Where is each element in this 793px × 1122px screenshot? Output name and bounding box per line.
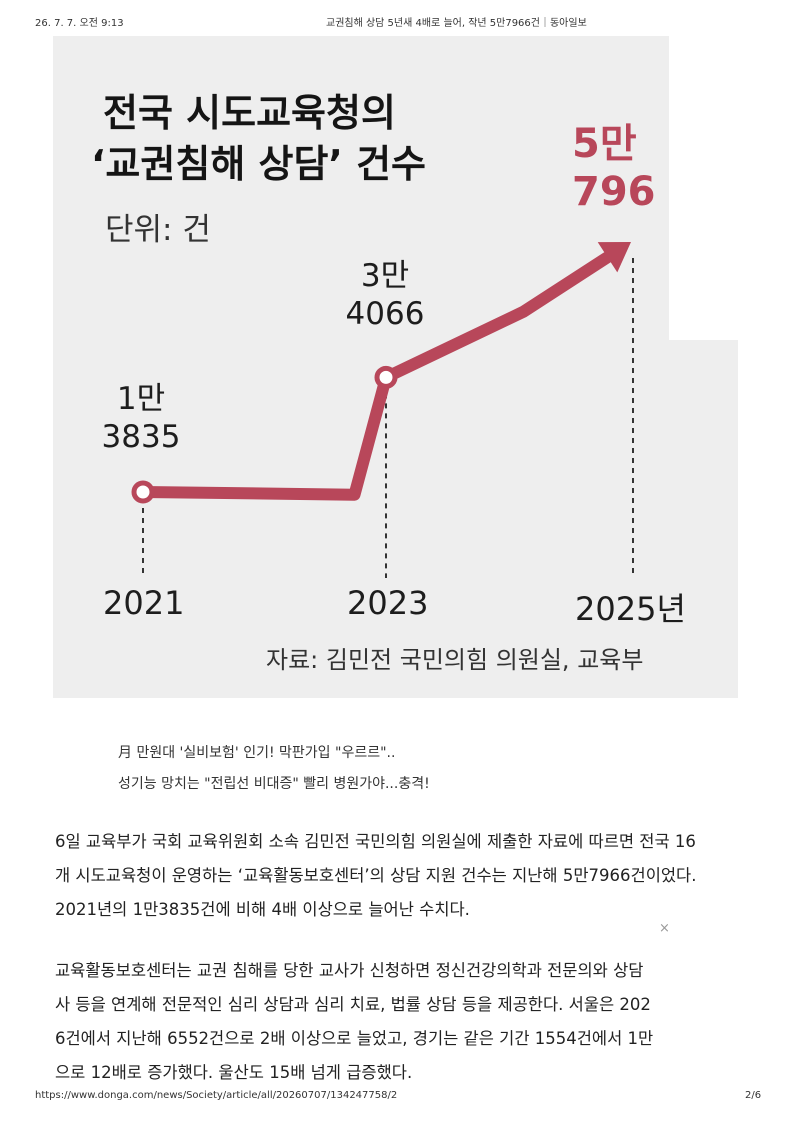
print-url: https://www.donga.com/news/Society/artic… [35, 1090, 398, 1101]
paragraph-2-line: 6건에서 지난해 6552건으로 2배 이상으로 늘었고, 경기는 같은 기간 … [55, 1029, 654, 1048]
article-paragraph-1: 6일 교육부가 국회 교육위원회 소속 김민전 국민의힘 의원실에 제출한 자료… [55, 825, 740, 927]
point-label-2021: 1만 3835 [97, 380, 185, 456]
x-tick-2023: 2023 [347, 584, 429, 622]
print-datetime: 26. 7. 7. 오전 9:13 [35, 18, 124, 29]
point-label-2025-line1: 5만 [572, 121, 637, 167]
related-link-insurance[interactable]: 月 만원대 '실비보험' 인기! 막판가입 "우르르".. [118, 745, 396, 761]
related-links: 月 만원대 '실비보험' 인기! 막판가입 "우르르".. 성기능 망치는 "전… [118, 738, 430, 800]
print-page-number: 2/6 [745, 1090, 762, 1101]
chart-plot [131, 242, 634, 578]
x-tick-2025: 2025년 [575, 590, 686, 628]
chart-title-line1: 전국 시도교육청의 [103, 91, 396, 135]
point-label-2021-line2: 3835 [101, 419, 181, 455]
print-page-title: 교권침해 상담 5년새 4배로 늘어, 작년 5만7966건｜동아일보 [326, 18, 587, 29]
image-cutout [669, 36, 738, 340]
related-link-prostate[interactable]: 성기능 망치는 "전립선 비대증" 빨리 병원가야...충격! [118, 776, 430, 792]
close-icon[interactable]: × [659, 921, 670, 936]
point-label-2023-line2: 4066 [345, 296, 425, 332]
paragraph-1-line: 2021년의 1만3835건에 비해 4배 이상으로 늘어난 수치다. [55, 900, 470, 919]
data-point-2021 [131, 480, 155, 504]
point-label-2023: 3만 4066 [335, 257, 435, 333]
point-label-2021-line1: 1만 [116, 381, 166, 417]
paragraph-1-line: 6일 교육부가 국회 교육위원회 소속 김민전 국민의힘 의원실에 제출한 자료… [55, 832, 696, 851]
paragraph-2-line: 으로 12배로 증가했다. 울산도 15배 넘게 급증했다. [55, 1063, 413, 1082]
chart-title-line2: ‘교권침해 상담’ 건수 [91, 142, 427, 186]
series-arrowhead [597, 242, 631, 273]
paragraph-2-line: 사 등을 연계해 전문적인 심리 상담과 심리 치료, 법률 상담 등을 제공한… [55, 995, 651, 1014]
paragraph-1-line: 개 시도교육청이 운영하는 ‘교육활동보호센터’의 상담 지원 건수는 지난해 … [55, 866, 697, 885]
chart-unit: 단위: 건 [105, 212, 211, 248]
x-tick-2021: 2021 [103, 584, 185, 622]
point-label-2025: 5만 796 [572, 120, 656, 216]
article-paragraph-2: 교육활동보호센터는 교권 침해를 당한 교사가 신청하면 정신건강의학과 전문의… [55, 954, 672, 1090]
point-label-2025-line2: 796 [572, 169, 656, 215]
data-point-2023 [374, 365, 398, 389]
chart-figure: 전국 시도교육청의 ‘교권침해 상담’ 건수 단위: 건 1만 3835 3만 … [53, 36, 738, 698]
chart-source: 자료: 김민전 국민의힘 의원실, 교육부 [266, 646, 644, 674]
paragraph-2-line: 교육활동보호센터는 교권 침해를 당한 교사가 신청하면 정신건강의학과 전문의… [55, 961, 644, 980]
point-label-2023-line1: 3만 [360, 258, 410, 294]
